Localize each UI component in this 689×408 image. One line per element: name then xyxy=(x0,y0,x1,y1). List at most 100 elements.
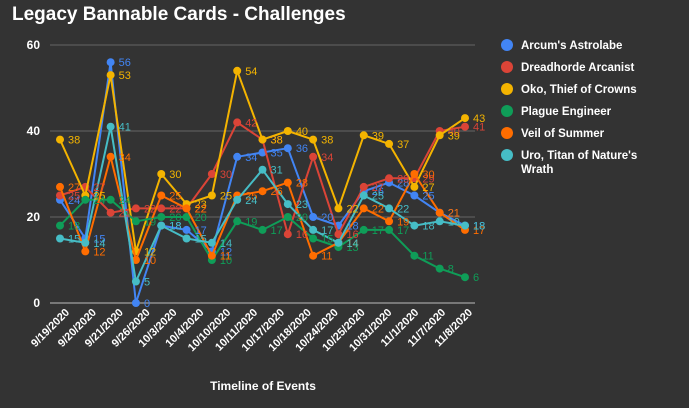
data-label: 25 xyxy=(372,191,384,203)
data-label: 38 xyxy=(271,135,283,147)
data-label: 17 xyxy=(473,225,485,237)
data-label: 25 xyxy=(169,191,181,203)
data-label: 18 xyxy=(346,221,358,233)
data-point xyxy=(309,152,318,161)
data-label: 11 xyxy=(321,251,332,263)
data-label: 19 xyxy=(144,216,156,228)
data-label: 14 xyxy=(346,238,358,250)
data-label: 38 xyxy=(68,135,80,147)
data-label: 26 xyxy=(271,186,283,198)
chart-title: Legacy Bannable Cards - Challenges xyxy=(12,4,346,25)
data-point xyxy=(81,238,90,247)
data-point xyxy=(258,165,267,174)
data-point xyxy=(56,135,64,144)
data-point xyxy=(106,58,115,67)
data-point xyxy=(233,152,242,161)
data-label: 19 xyxy=(245,216,257,228)
data-point xyxy=(258,187,267,196)
data-point xyxy=(309,234,318,243)
legend-marker xyxy=(501,61,513,73)
x-axis-title: Timeline of Events xyxy=(210,379,316,393)
data-label: 19 xyxy=(397,216,409,228)
data-point xyxy=(283,213,292,221)
data-label: 28 xyxy=(296,178,308,190)
data-point xyxy=(131,277,140,286)
data-label: 5 xyxy=(144,277,150,289)
data-point xyxy=(359,204,368,213)
data-label: 18 xyxy=(422,221,434,233)
data-label: 10 xyxy=(220,255,232,267)
data-label: 25 xyxy=(93,191,105,203)
data-point xyxy=(81,195,90,204)
data-label: 42 xyxy=(245,117,257,129)
gridlines xyxy=(50,44,475,304)
data-point xyxy=(56,182,64,191)
data-label: 20 xyxy=(169,212,181,224)
data-label: 10 xyxy=(144,255,156,267)
data-point xyxy=(258,225,267,234)
data-point xyxy=(309,135,318,144)
data-label: 28 xyxy=(397,178,409,190)
legend-label: Arcum's Astrolabe xyxy=(521,40,622,52)
data-label: 38 xyxy=(321,135,333,147)
data-label: 24 xyxy=(93,195,105,207)
data-label: 18 xyxy=(169,221,181,233)
data-label: 17 xyxy=(397,225,409,237)
legend-marker xyxy=(501,39,513,51)
legend-label: Veil of Summer xyxy=(521,128,605,140)
data-label: 56 xyxy=(119,57,131,69)
data-label: 27 xyxy=(68,182,80,194)
data-point xyxy=(233,118,242,127)
y-tick-label: 60 xyxy=(27,38,41,52)
data-label: 23 xyxy=(195,199,207,211)
data-point xyxy=(461,273,469,282)
data-label: 40 xyxy=(296,126,308,138)
data-point xyxy=(410,251,419,260)
data-label: 31 xyxy=(271,165,283,177)
data-point xyxy=(207,191,216,200)
data-label: 17 xyxy=(321,225,333,237)
data-point xyxy=(461,122,469,131)
y-tick-label: 20 xyxy=(27,210,41,224)
data-point xyxy=(435,264,444,273)
data-point xyxy=(385,139,394,148)
data-label: 41 xyxy=(119,122,131,134)
legend-marker xyxy=(501,83,513,95)
data-label: 27 xyxy=(422,182,434,194)
data-label: 30 xyxy=(169,169,181,181)
data-label: 54 xyxy=(245,66,257,78)
data-label: 34 xyxy=(321,152,333,164)
data-point xyxy=(182,234,191,243)
data-point xyxy=(283,230,292,239)
y-tick-label: 0 xyxy=(33,296,40,310)
data-label: 22 xyxy=(144,203,156,215)
legend-label: Dreadhorde Arcanist xyxy=(521,62,634,74)
data-point xyxy=(258,135,267,144)
data-label: 14 xyxy=(93,238,105,250)
data-label: 25 xyxy=(422,191,434,203)
data-point xyxy=(106,195,115,204)
data-point xyxy=(207,251,216,260)
data-label: 26 xyxy=(372,186,384,198)
data-label: 20 xyxy=(296,212,308,224)
data-label: 0 xyxy=(144,298,150,310)
data-label: 37 xyxy=(397,139,409,151)
data-label: 22 xyxy=(372,203,384,215)
data-point xyxy=(157,170,166,178)
data-point xyxy=(334,204,343,213)
data-label: 15 xyxy=(195,234,207,246)
legend-marker xyxy=(501,149,513,161)
data-point xyxy=(359,131,368,140)
data-point xyxy=(157,213,166,221)
data-label: 29 xyxy=(422,173,434,185)
data-point xyxy=(106,152,115,161)
data-label: 18 xyxy=(473,221,485,233)
data-point xyxy=(106,71,115,80)
data-point xyxy=(182,213,191,221)
data-label: 17 xyxy=(372,225,384,237)
legend-label: Uro, Titan of Nature's Wrath xyxy=(521,150,637,176)
data-label: 8 xyxy=(448,264,454,276)
data-label: 12 xyxy=(220,246,232,258)
